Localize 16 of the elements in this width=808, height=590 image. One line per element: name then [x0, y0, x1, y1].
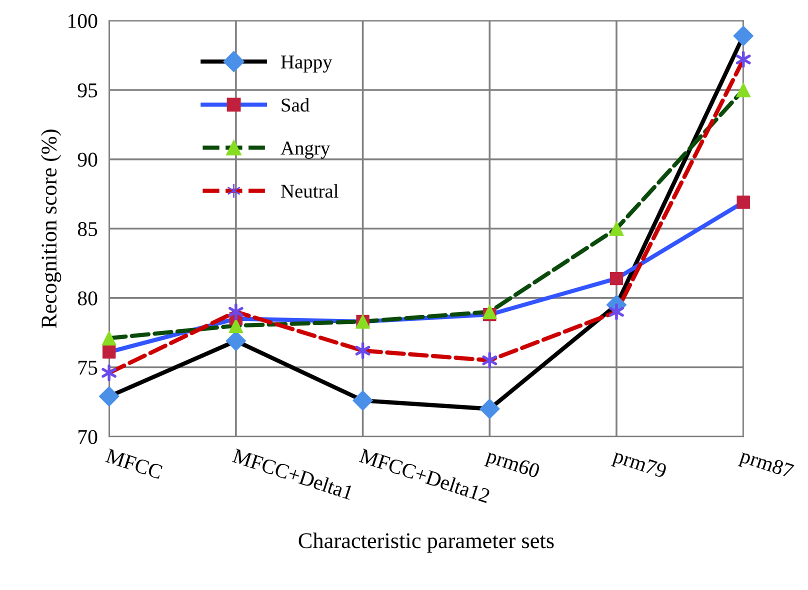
x-axis-title: Characteristic parameter sets: [298, 532, 554, 553]
y-axis-title: Recognition score (%): [40, 130, 62, 328]
legend-label: Angry: [280, 142, 330, 159]
x-tick-label: prm79: [610, 448, 668, 482]
y-tick-label: 80: [78, 291, 98, 306]
y-tick-label: 75: [78, 360, 98, 375]
y-tick-label: 100: [68, 14, 98, 28]
x-tick-label: MFCC: [105, 448, 163, 480]
y-tick-label: 85: [78, 222, 98, 236]
legend-label: Neutral: [281, 184, 338, 198]
y-tick-label: 90: [78, 152, 98, 167]
x-tick-label: prm87: [738, 448, 794, 482]
y-tick-label: 70: [78, 430, 98, 444]
legend-label: Happy: [281, 56, 332, 73]
y-tick-label: 95: [78, 83, 98, 98]
legend-label: Sad: [282, 98, 310, 112]
